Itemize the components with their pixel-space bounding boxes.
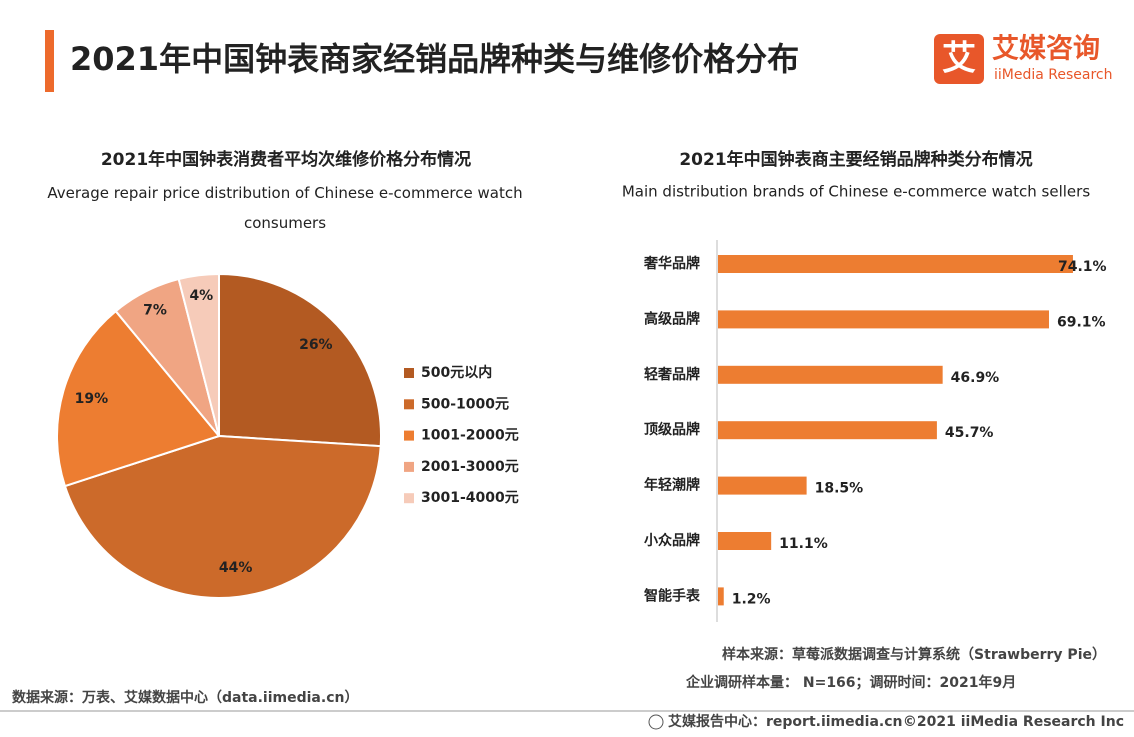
globe-icon (648, 714, 664, 730)
pie-slice (218, 272, 382, 448)
sample-info: 企业调研样本量： N=166；调研时间：2021年9月 (685, 674, 1016, 691)
bar (718, 255, 1073, 273)
legend-swatch (404, 368, 414, 378)
bar (718, 421, 937, 440)
logo-icon: 艾 (942, 39, 976, 79)
bar-subtitle: Main distribution brands of Chinese e-co… (622, 183, 1090, 201)
pie-slice (56, 309, 221, 488)
pie-title: 2021年中国钟表消费者平均次维修价格分布情况 (101, 149, 471, 170)
legend-label: 2001-3000元 (421, 459, 519, 475)
pie-subtitle: Average repair price distribution of Chi… (47, 184, 523, 232)
category-label: 年轻潮牌 (644, 477, 700, 494)
pie-slice (177, 272, 220, 437)
bar (718, 587, 724, 606)
category-label: 高级品牌 (644, 310, 700, 327)
logo-en: iiMedia Research (994, 67, 1113, 83)
category-label: 小众品牌 (644, 532, 700, 549)
category-label: 顶级品牌 (644, 421, 700, 438)
legend-swatch (404, 430, 414, 441)
bar (718, 476, 807, 495)
bar (718, 310, 1049, 329)
page-title: 2021年中国钟表商家经销品牌种类与维修价格分布 (70, 40, 799, 78)
legend-label: 500-1000元 (421, 396, 509, 412)
category-label: 奢华品牌 (643, 255, 700, 272)
slice-label: 44% (219, 560, 253, 576)
data-source: 数据来源：万表、艾媒数据中心（data.iimedia.cn） (12, 689, 358, 706)
legend-label: 3001-4000元 (421, 490, 519, 506)
slice-label: 4% (189, 288, 213, 304)
category-label: 轻奢品牌 (644, 366, 700, 383)
logo-box (934, 34, 984, 84)
report-center: 艾媒报告中心：report.iimedia.cn (668, 713, 903, 730)
value-label: 69.1% (1057, 314, 1106, 330)
bar (718, 532, 772, 550)
bar-title: 2021年中国钟表商主要经销品牌种类分布情况 (679, 149, 1032, 170)
legend-swatch (404, 493, 414, 504)
legend-label: 1001-2000元 (421, 428, 519, 444)
value-label: 1.2% (732, 591, 771, 607)
legend-swatch (404, 399, 414, 410)
pie-slice (63, 434, 382, 599)
slice-label: 19% (75, 391, 109, 407)
slice-label: 26% (299, 337, 333, 353)
legend-label: 500元以内 (421, 364, 492, 381)
value-label: 18.5% (815, 481, 864, 497)
logo-cn: 艾媒咨询 (992, 33, 1100, 65)
value-label: 74.1% (1058, 259, 1107, 275)
legend-swatch (404, 461, 414, 472)
pie-subtitle-box: Average repair price distribution of Chi… (47, 184, 523, 232)
value-label: 45.7% (945, 425, 994, 441)
title-accent (45, 30, 54, 92)
slice-label: 7% (143, 302, 167, 318)
bar (718, 365, 943, 384)
copyright: ©2021 iiMedia Research Inc (903, 714, 1124, 730)
value-label: 46.9% (951, 370, 1000, 386)
sample-source: 样本来源：草莓派数据调查与计算系统（Strawberry Pie） (722, 646, 1106, 663)
value-label: 11.1% (779, 536, 828, 552)
category-label: 智能手表 (643, 587, 701, 604)
